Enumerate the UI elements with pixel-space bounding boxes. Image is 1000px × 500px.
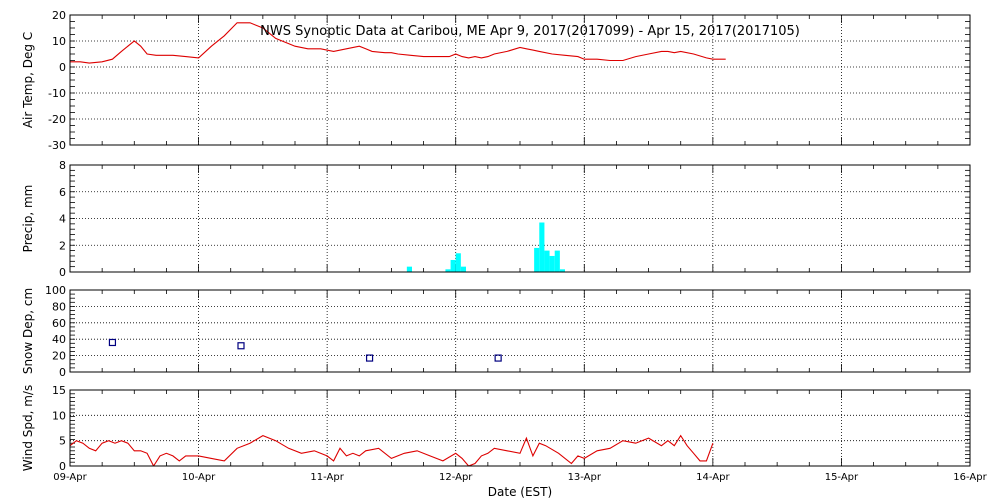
precip-bar [534, 247, 540, 272]
y-tick-label: 0 [59, 266, 66, 279]
y-tick-label: 0 [59, 366, 66, 379]
y-axis-label: Air Temp, Deg C [21, 32, 35, 128]
y-tick-label: 20 [52, 9, 66, 22]
y-tick-label: 4 [59, 213, 66, 226]
precip-bar [539, 222, 545, 272]
air-temp-plot [70, 22, 726, 64]
y-tick-label: 0 [59, 61, 66, 74]
precip-panel: 0 2 4 6 8 Precip, mm [21, 159, 971, 279]
panel-frame [69, 164, 971, 273]
precip-bar [544, 250, 550, 272]
snow-depth-plot [108, 338, 502, 362]
y-tick-label: -20 [48, 113, 66, 126]
y-tick-label: 10 [52, 409, 66, 422]
snow-depth-point [108, 338, 117, 347]
y-tick-label: 8 [59, 159, 66, 172]
y-tick-label: 5 [59, 435, 66, 448]
precip-bar [406, 266, 412, 272]
wind-speed-plot [70, 434, 714, 466]
y-tick-label: 80 [52, 300, 66, 313]
y-tick-label: 40 [52, 333, 66, 346]
y-tick-label: 100 [45, 284, 66, 297]
precip-bar [559, 269, 565, 272]
precip-bar [450, 259, 456, 272]
x-tick-label: 11-Apr [310, 472, 344, 483]
y-tick-label: 10 [52, 35, 66, 48]
y-tick-label: 20 [52, 350, 66, 363]
y-tick-label: 15 [52, 384, 66, 397]
air-temp-panel: -30 -20 -10 0 10 20 Air Temp, Deg C [21, 9, 971, 152]
x-tick-label: 16-Apr [953, 472, 987, 483]
x-tick-label: 14-Apr [696, 472, 730, 483]
precip-bar [460, 266, 466, 272]
precip-bar [549, 255, 555, 272]
y-tick-label: 6 [59, 186, 66, 199]
wind-speed-line [70, 434, 714, 466]
air-temp-line [70, 22, 726, 64]
snow-depth-point [494, 354, 502, 362]
panel-frame [69, 289, 971, 373]
precip-plot [406, 222, 565, 272]
snow-depth-panel: 0 20 40 60 80 100 Snow Dep, cm [21, 284, 971, 379]
y-axis-label: Precip, mm [21, 185, 35, 253]
y-axis-label: Wind Spd, m/s [21, 385, 35, 471]
precip-bar [554, 250, 560, 272]
x-tick-label: 10-Apr [182, 472, 216, 483]
precip-bar [455, 253, 461, 272]
y-tick-label: 0 [59, 460, 66, 473]
wind-speed-panel: 0 5 10 15 Wind Spd, m/s [21, 384, 971, 473]
panel-frame [69, 14, 971, 146]
y-tick-label: 60 [52, 317, 66, 330]
snow-depth-point [237, 342, 245, 350]
y-tick-label: 2 [59, 239, 66, 252]
precip-bar [445, 269, 451, 272]
chart-title: NWS Synoptic Data at Caribou, ME Apr 9, … [260, 24, 800, 39]
x-tick-label: 12-Apr [439, 472, 473, 483]
x-tick-label: 09-Apr [53, 472, 87, 483]
snow-depth-point [365, 354, 374, 362]
x-tick-label: 15-Apr [825, 472, 859, 483]
y-tick-label: -10 [48, 87, 66, 100]
y-axis-label: Snow Dep, cm [21, 288, 35, 374]
x-tick-label: 13-Apr [568, 472, 602, 483]
x-axis-label: Date (EST) [488, 485, 552, 499]
panels: -30 -20 -10 0 10 20 Air Temp, Deg C 0 2 4 6 8 Precip… [21, 9, 988, 483]
y-tick-label: -30 [48, 139, 66, 152]
panel-frame [69, 389, 971, 467]
